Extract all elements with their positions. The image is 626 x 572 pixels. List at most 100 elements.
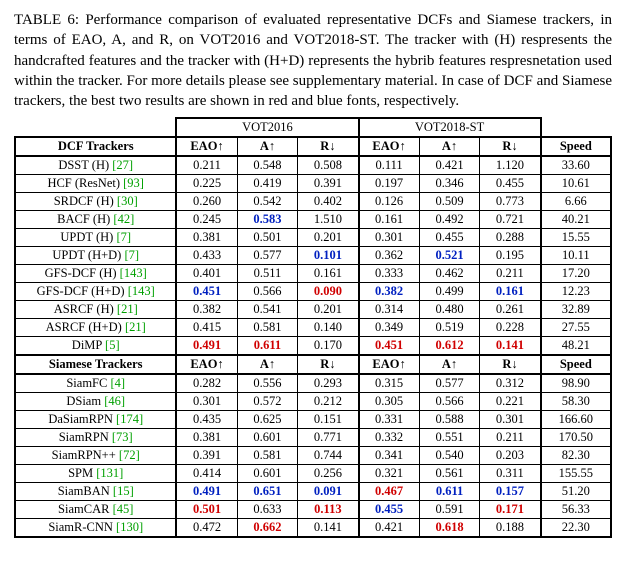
value-cell: 0.341: [359, 447, 420, 465]
value-cell: 0.480: [419, 301, 480, 319]
value-cell: 0.090: [298, 283, 359, 301]
value-cell: 0.472: [176, 519, 237, 538]
value-cell: 0.301: [480, 411, 541, 429]
value-cell: 0.301: [359, 229, 420, 247]
value-cell: 0.315: [359, 374, 420, 393]
col-r-1: R↓: [298, 137, 359, 156]
tracker-name-text: GFS-DCF (H+D): [37, 284, 128, 298]
tracker-name-text: SiamBAN: [58, 484, 113, 498]
blank-cell: [15, 118, 176, 137]
value-cell: 0.161: [480, 283, 541, 301]
col-a-1: A↑: [237, 355, 298, 374]
tracker-name: SPM [131]: [15, 465, 176, 483]
value-cell: 0.140: [298, 319, 359, 337]
value-cell: 0.245: [176, 211, 237, 229]
table-row: DSiam [46]0.3010.5720.2120.3050.5660.221…: [15, 393, 611, 411]
table-row: SPM [131]0.4140.6010.2560.3210.5610.3111…: [15, 465, 611, 483]
value-cell: 0.601: [237, 429, 298, 447]
value-cell: 0.197: [359, 175, 420, 193]
value-cell: 0.419: [237, 175, 298, 193]
value-cell: 0.111: [359, 156, 420, 175]
value-cell: 0.225: [176, 175, 237, 193]
table-row: BACF (H) [42]0.2450.5831.5100.1610.4920.…: [15, 211, 611, 229]
value-cell: 12.23: [541, 283, 611, 301]
value-cell: 0.211: [480, 429, 541, 447]
value-cell: 0.301: [176, 393, 237, 411]
table-row: DiMP [5]0.4910.6110.1700.4510.6120.14148…: [15, 337, 611, 356]
value-cell: 0.321: [359, 465, 420, 483]
value-cell: 0.651: [237, 483, 298, 501]
value-cell: 0.311: [480, 465, 541, 483]
group-header-row: VOT2016VOT2018-ST: [15, 118, 611, 137]
value-cell: 0.211: [176, 156, 237, 175]
table-row: SiamBAN [15]0.4910.6510.0910.4670.6110.1…: [15, 483, 611, 501]
value-cell: 0.601: [237, 465, 298, 483]
value-cell: 0.612: [419, 337, 480, 356]
table-row: DaSiamRPN [174]0.4350.6250.1510.3310.588…: [15, 411, 611, 429]
value-cell: 10.11: [541, 247, 611, 265]
value-cell: 0.091: [298, 483, 359, 501]
value-cell: 0.331: [359, 411, 420, 429]
group-vot2016: VOT2016: [176, 118, 358, 137]
tracker-cite: [4]: [110, 376, 125, 390]
value-cell: 0.618: [419, 519, 480, 538]
metric-header-row: DCF TrackersEAO↑A↑R↓EAO↑A↑R↓Speed: [15, 137, 611, 156]
tracker-name-text: ASRCF (H): [54, 302, 117, 316]
tracker-name: DSST (H) [27]: [15, 156, 176, 175]
value-cell: 0.414: [176, 465, 237, 483]
value-cell: 33.60: [541, 156, 611, 175]
tracker-name-text: UPDT (H): [60, 230, 116, 244]
value-cell: 10.61: [541, 175, 611, 193]
col-eao-2: EAO↑: [359, 137, 420, 156]
tracker-cite: [15]: [113, 484, 134, 498]
tracker-name-text: HCF (ResNet): [47, 176, 123, 190]
value-cell: 0.151: [298, 411, 359, 429]
value-cell: 0.415: [176, 319, 237, 337]
tracker-name-text: DiMP: [72, 338, 105, 352]
table-row: UPDT (H+D) [7]0.4330.5770.1010.3620.5210…: [15, 247, 611, 265]
col-a-1: A↑: [237, 137, 298, 156]
value-cell: 0.451: [359, 337, 420, 356]
value-cell: 0.491: [176, 337, 237, 356]
value-cell: 0.581: [237, 319, 298, 337]
value-cell: 0.312: [480, 374, 541, 393]
value-cell: 0.611: [419, 483, 480, 501]
value-cell: 0.401: [176, 265, 237, 283]
value-cell: 0.141: [298, 519, 359, 538]
value-cell: 0.421: [419, 156, 480, 175]
value-cell: 0.548: [237, 156, 298, 175]
metric-header-row: Siamese TrackersEAO↑A↑R↓EAO↑A↑R↓Speed: [15, 355, 611, 374]
tracker-name-text: SiamRPN++: [52, 448, 119, 462]
table-row: HCF (ResNet) [93]0.2250.4190.3910.1970.3…: [15, 175, 611, 193]
siamese-trackers-label: Siamese Trackers: [15, 355, 176, 374]
value-cell: 0.141: [480, 337, 541, 356]
tracker-cite: [5]: [105, 338, 120, 352]
value-cell: 0.542: [237, 193, 298, 211]
tracker-cite: [7]: [124, 248, 139, 262]
value-cell: 0.203: [480, 447, 541, 465]
tracker-cite: [42]: [113, 212, 134, 226]
value-cell: 82.30: [541, 447, 611, 465]
value-cell: 0.633: [237, 501, 298, 519]
value-cell: 0.451: [176, 283, 237, 301]
value-cell: 0.566: [237, 283, 298, 301]
table-caption: TABLE 6: Performance comparison of evalu…: [14, 10, 612, 111]
value-cell: 0.201: [298, 229, 359, 247]
value-cell: 0.540: [419, 447, 480, 465]
tracker-name-text: SRDCF (H): [54, 194, 117, 208]
tracker-name-text: SiamRPN: [59, 430, 112, 444]
value-cell: 166.60: [541, 411, 611, 429]
tracker-cite: [73]: [112, 430, 133, 444]
value-cell: 56.33: [541, 501, 611, 519]
col-speed: Speed: [541, 137, 611, 156]
col-speed: Speed: [541, 355, 611, 374]
table-row: SiamRPN [73]0.3810.6010.7710.3320.5510.2…: [15, 429, 611, 447]
value-cell: 0.332: [359, 429, 420, 447]
tracker-name-text: GFS-DCF (H): [45, 266, 120, 280]
value-cell: 0.381: [176, 429, 237, 447]
value-cell: 0.509: [419, 193, 480, 211]
tracker-name-text: ASRCF (H+D): [46, 320, 125, 334]
table-row: UPDT (H) [7]0.3810.5010.2010.3010.4550.2…: [15, 229, 611, 247]
value-cell: 0.101: [298, 247, 359, 265]
value-cell: 0.541: [237, 301, 298, 319]
